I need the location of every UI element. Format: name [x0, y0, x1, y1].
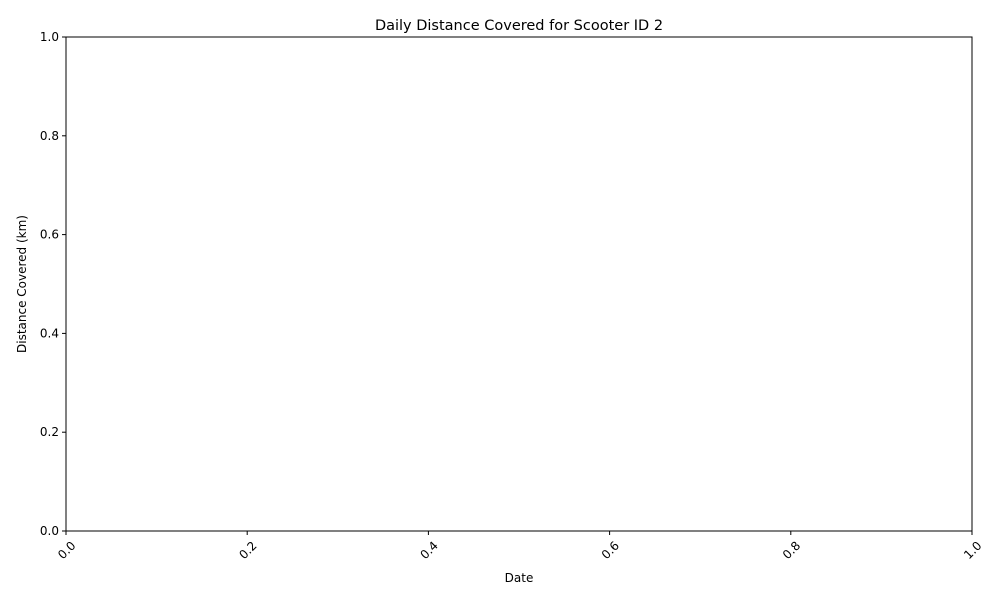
y-tick-label: 1.0 — [40, 30, 59, 44]
y-tick-label: 0.4 — [40, 326, 59, 340]
plot-area — [65, 36, 973, 532]
y-tick-label: 0.2 — [40, 425, 59, 439]
y-axis-label: Distance Covered (km) — [15, 215, 29, 353]
y-axis: 0.0 0.2 0.4 0.6 0.8 1.0 — [40, 30, 66, 538]
chart-title: Daily Distance Covered for Scooter ID 2 — [375, 18, 663, 34]
y-tick-label: 0.6 — [40, 228, 59, 242]
x-axis-label: Date — [505, 571, 534, 585]
y-tick-label: 0.8 — [40, 129, 59, 143]
y-tick-label: 0.0 — [40, 524, 59, 538]
